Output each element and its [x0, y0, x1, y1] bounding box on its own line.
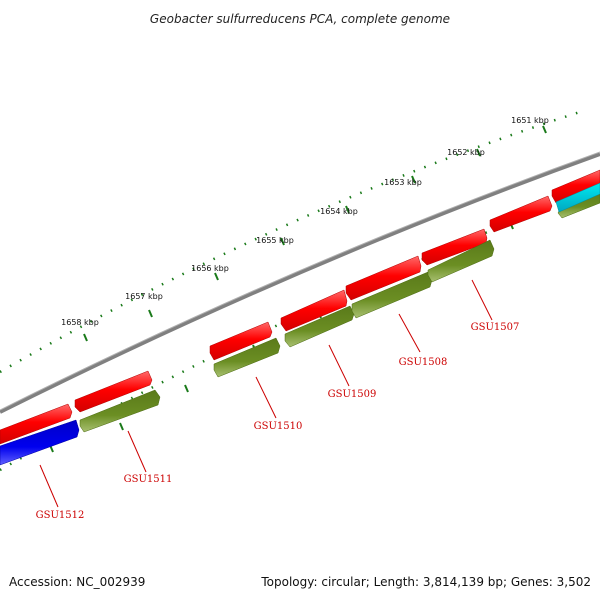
genome-stats-text: Topology: circular; Length: 3,814,139 bp…: [260, 575, 591, 589]
kbp-label: 1656 kbp: [191, 264, 229, 273]
gene-arrow: [0, 403, 73, 445]
gene-arrow: [427, 239, 495, 283]
kbp-label: 1658 kbp: [61, 318, 99, 327]
kbp-label: 1654 kbp: [320, 207, 358, 216]
gene-labels: [39, 279, 493, 508]
gene-label-gsu1507: GSU1507: [471, 322, 520, 333]
kbp-label: 1651 kbp: [511, 116, 549, 125]
gene-arrow: [209, 321, 273, 361]
kbp-scale: 1651 kbp 1652 kbp 1653 kbp 1654 kbp 1655…: [61, 116, 549, 342]
gene-arrow: [213, 337, 281, 378]
gene-arrow: [79, 389, 161, 433]
gene-arrow: [489, 195, 553, 233]
gene-label-gsu1508: GSU1508: [399, 357, 448, 368]
gene-label-gsu1510: GSU1510: [254, 421, 303, 432]
gene-arrow-blue: [0, 419, 80, 466]
kbp-label: 1655 kbp: [256, 236, 294, 245]
gene-label-gsu1511: GSU1511: [124, 474, 173, 485]
gene-arrow: [284, 305, 355, 348]
gene-arrow-cyan: [555, 182, 600, 213]
kbp-label: 1653 kbp: [384, 178, 422, 187]
gene-label-gsu1509: GSU1509: [328, 389, 377, 400]
gene-label-gsu1512: GSU1512: [36, 510, 85, 521]
accession-text: Accession: NC_002939: [9, 575, 145, 589]
gene-arrow: [280, 289, 348, 332]
genome-title: Geobacter sulfurreducens PCA, complete g…: [150, 12, 450, 26]
reverse-cds-track: [79, 189, 600, 433]
forward-cds-track: [0, 169, 600, 445]
gene-arrow: [74, 370, 153, 413]
kbp-label: 1657 kbp: [125, 292, 163, 301]
genome-backbone: [0, 152, 600, 414]
kbp-label: 1652 kbp: [447, 148, 485, 157]
gene-arrow: [345, 255, 422, 301]
